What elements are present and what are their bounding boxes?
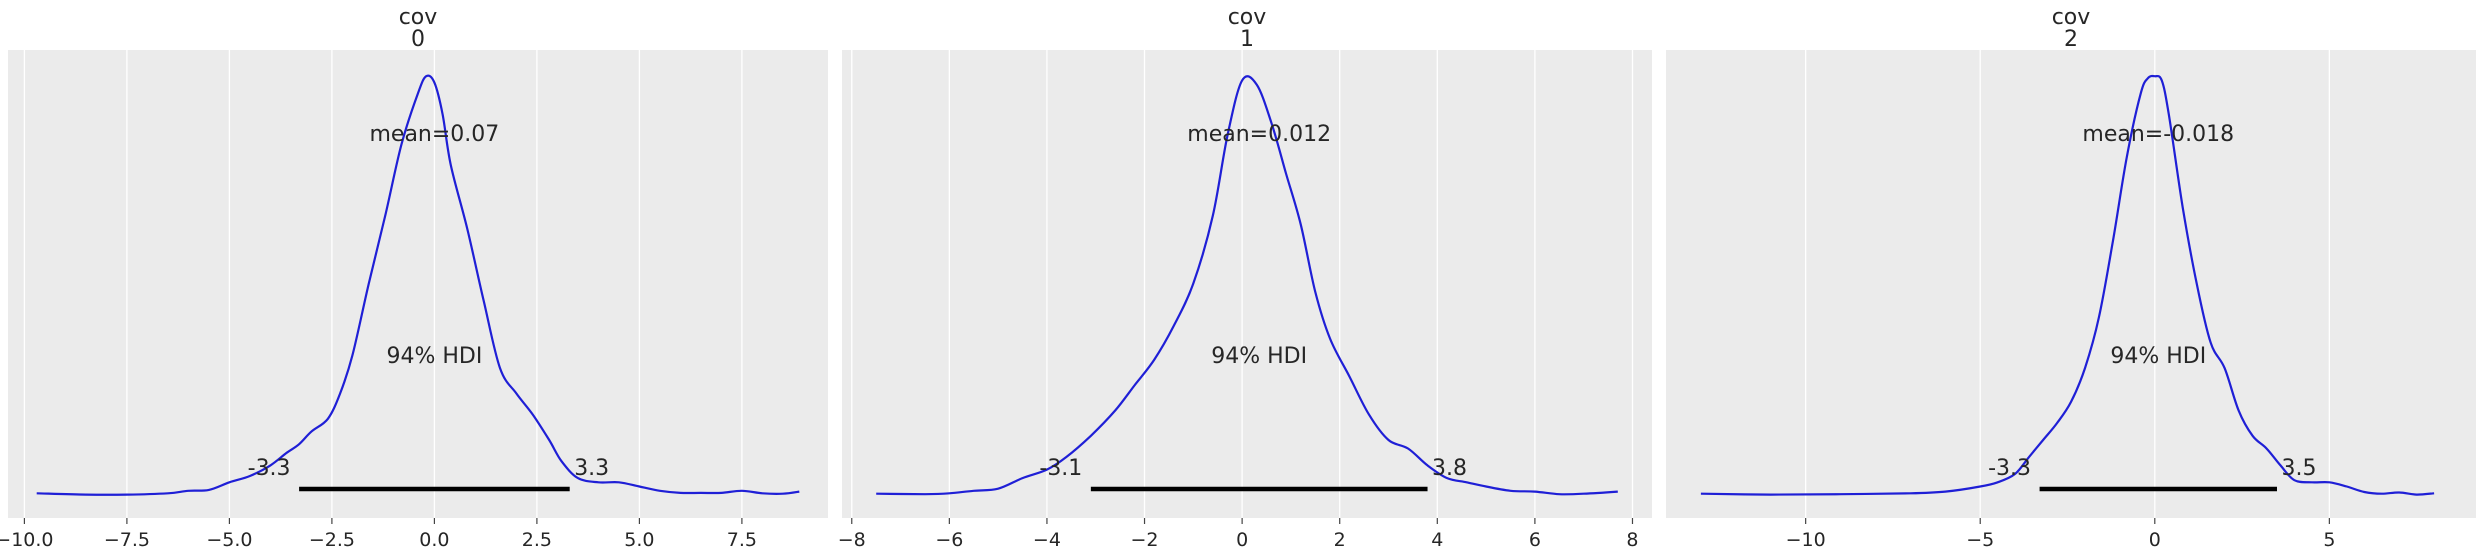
hdi-high-label: 3.5 [2281, 456, 2316, 481]
hdi-high-label: 3.3 [574, 456, 609, 481]
x-tick-label: 2.5 [522, 529, 552, 551]
density-curve [1700, 74, 2435, 496]
mean-annotation: mean=0.012 [1187, 122, 1331, 147]
hdi-annotation: 94% HDI [2110, 344, 2206, 369]
panel-subtitle: 1 [1240, 27, 1254, 52]
x-tick-label: 2 [1334, 529, 1346, 551]
x-tick-label: 0 [1236, 529, 1248, 551]
hdi-annotation: 94% HDI [386, 344, 482, 369]
hdi-low-label: -3.3 [1988, 456, 2031, 481]
plot-background [842, 50, 1652, 518]
density-curve [876, 75, 1618, 496]
x-tick-label: −7.5 [104, 529, 150, 551]
x-tick-label: −4 [1033, 529, 1061, 551]
x-tick-label: 7.5 [727, 529, 757, 551]
x-tick-label: 5 [2323, 529, 2335, 551]
x-tick-label: 4 [1431, 529, 1443, 551]
x-tick-label: 0 [2149, 529, 2161, 551]
mean-annotation: mean=-0.018 [2082, 122, 2234, 147]
x-tick-label: −6 [935, 529, 963, 551]
panel-title: cov [1228, 5, 1267, 30]
x-tick-label: 5.0 [624, 529, 654, 551]
x-tick-label: −8 [838, 529, 866, 551]
panel-subtitle: 0 [411, 27, 425, 52]
hdi-low-label: -3.3 [248, 456, 291, 481]
x-tick-label: −2.5 [309, 529, 355, 551]
panel-title: cov [399, 5, 438, 30]
x-tick-label: 8 [1626, 529, 1638, 551]
x-tick-label: −10.0 [0, 529, 54, 551]
panel-subtitle: 2 [2064, 27, 2078, 52]
x-tick-label: −5.0 [206, 529, 252, 551]
plot-background [1666, 50, 2476, 518]
panel-title: cov [2052, 5, 2091, 30]
x-tick-label: −10 [1786, 529, 1826, 551]
hdi-high-label: 3.8 [1432, 456, 1467, 481]
hdi-annotation: 94% HDI [1211, 344, 1307, 369]
x-tick-label: −5 [1966, 529, 1994, 551]
density-curve [36, 74, 800, 496]
x-tick-label: 6 [1529, 529, 1541, 551]
x-tick-label: −2 [1131, 529, 1159, 551]
hdi-low-label: -3.1 [1039, 456, 1082, 481]
plot-background [8, 50, 828, 518]
x-tick-label: 0.0 [419, 529, 449, 551]
mean-annotation: mean=0.07 [369, 122, 499, 147]
